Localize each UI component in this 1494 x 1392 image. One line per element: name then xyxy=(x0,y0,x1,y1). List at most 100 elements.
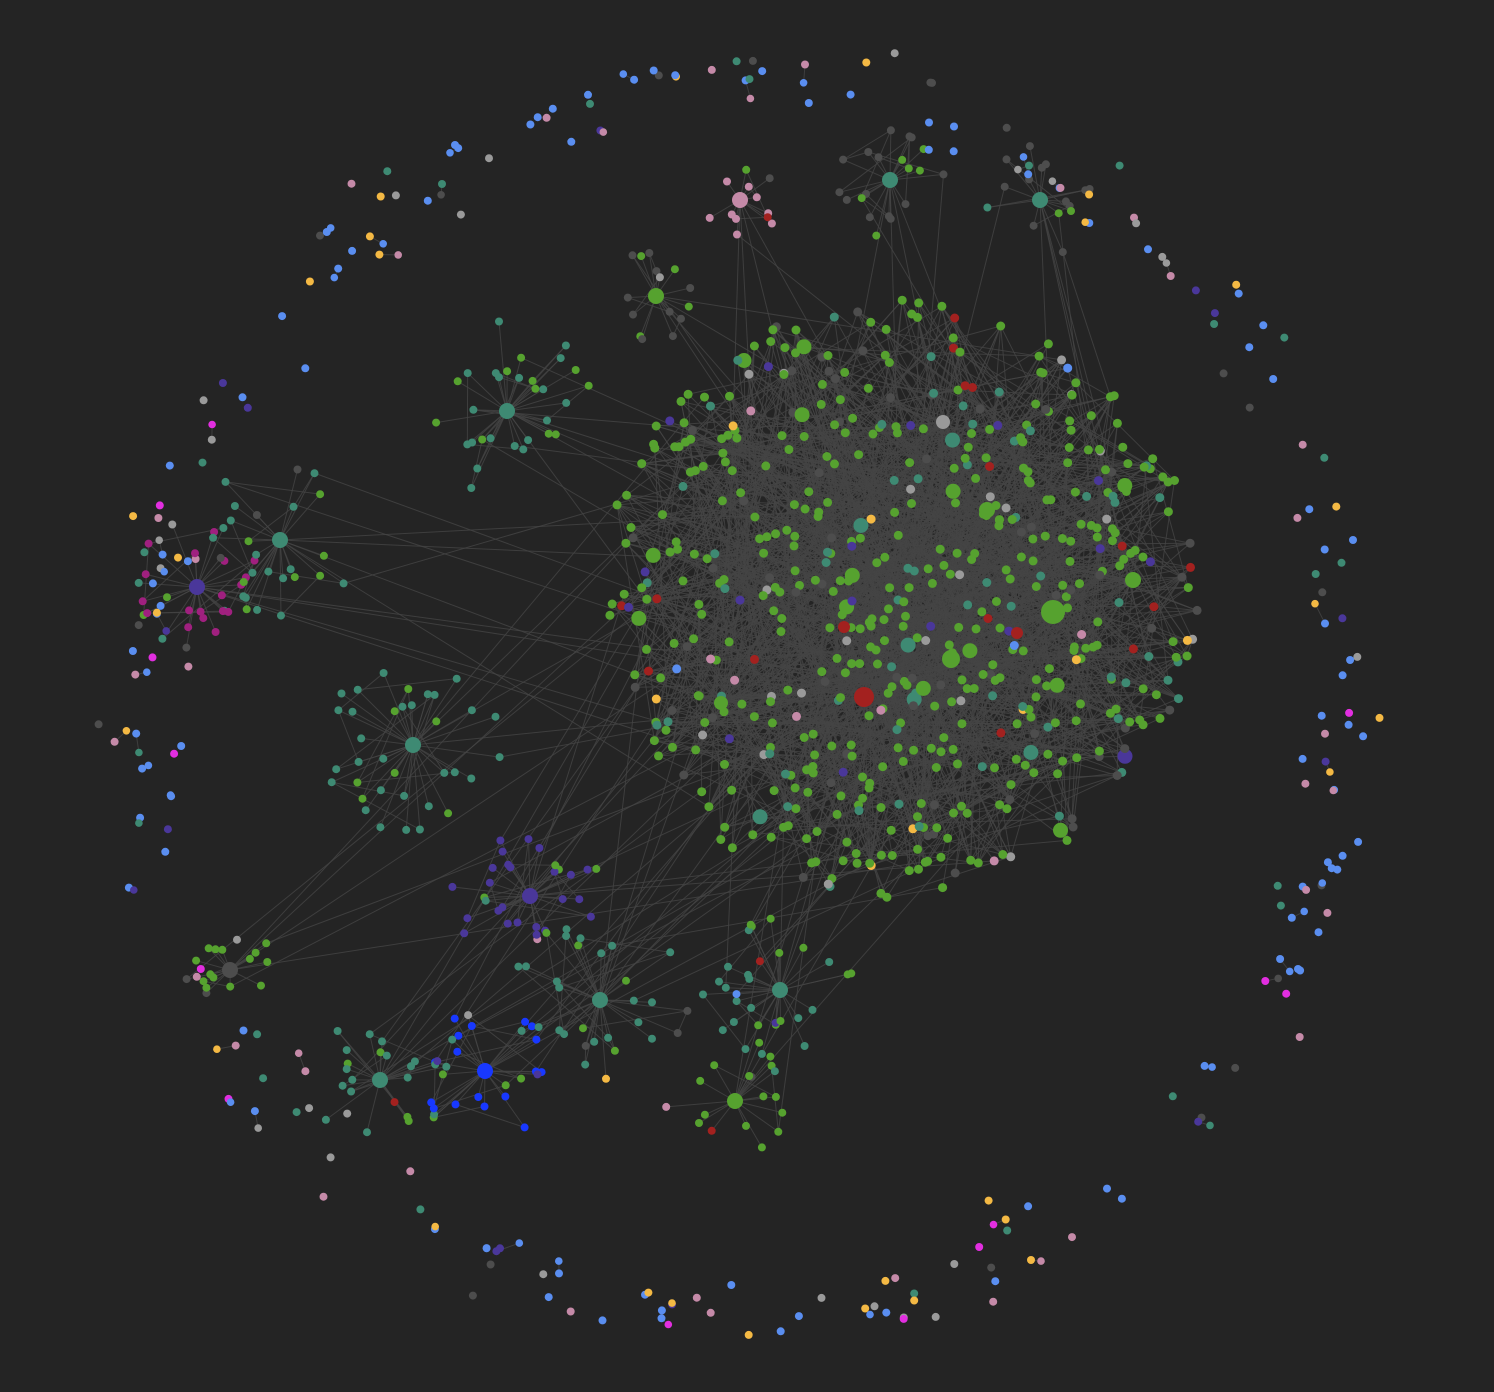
graph-node[interactable] xyxy=(1119,554,1129,564)
graph-node[interactable] xyxy=(526,120,535,129)
graph-node[interactable] xyxy=(767,718,777,728)
graph-node[interactable] xyxy=(1001,503,1011,513)
graph-node[interactable] xyxy=(1276,955,1285,963)
graph-node[interactable] xyxy=(808,762,818,771)
graph-node[interactable] xyxy=(683,1006,692,1015)
graph-node[interactable] xyxy=(865,213,874,222)
graph-node[interactable] xyxy=(1210,320,1219,328)
graph-node[interactable] xyxy=(482,1244,491,1253)
graph-node[interactable] xyxy=(217,591,226,600)
graph-node[interactable] xyxy=(750,654,759,664)
graph-node[interactable] xyxy=(224,607,233,616)
graph-node[interactable] xyxy=(450,1014,459,1023)
graph-node[interactable] xyxy=(847,596,857,606)
graph-node[interactable] xyxy=(163,825,172,834)
graph-node[interactable] xyxy=(510,442,519,450)
graph-node[interactable] xyxy=(1346,656,1355,664)
graph-node[interactable] xyxy=(1095,544,1105,554)
graph-node[interactable] xyxy=(592,992,608,1008)
graph-node[interactable] xyxy=(823,547,832,557)
graph-node[interactable] xyxy=(1155,493,1165,503)
graph-node[interactable] xyxy=(896,718,906,728)
graph-node[interactable] xyxy=(719,575,729,584)
graph-node[interactable] xyxy=(994,387,1004,397)
graph-node[interactable] xyxy=(218,379,227,387)
graph-node[interactable] xyxy=(1115,561,1125,571)
graph-node[interactable] xyxy=(543,416,551,425)
graph-node[interactable] xyxy=(544,1293,553,1302)
graph-node[interactable] xyxy=(763,362,773,372)
graph-node[interactable] xyxy=(467,706,476,715)
graph-node[interactable] xyxy=(945,483,961,499)
graph-node[interactable] xyxy=(720,584,730,594)
graph-node[interactable] xyxy=(354,757,363,766)
graph-node[interactable] xyxy=(1125,572,1141,588)
graph-node[interactable] xyxy=(914,298,924,308)
graph-node[interactable] xyxy=(1031,692,1041,702)
graph-node[interactable] xyxy=(666,948,675,957)
graph-node[interactable] xyxy=(1194,1117,1203,1126)
graph-node[interactable] xyxy=(134,621,143,630)
graph-node[interactable] xyxy=(158,550,167,559)
graph-node[interactable] xyxy=(144,539,153,548)
graph-node[interactable] xyxy=(866,317,876,327)
graph-node[interactable] xyxy=(353,685,362,694)
graph-node[interactable] xyxy=(272,532,288,548)
graph-node[interactable] xyxy=(828,586,838,596)
graph-node[interactable] xyxy=(1050,718,1060,728)
graph-node[interactable] xyxy=(156,601,165,610)
graph-node[interactable] xyxy=(286,565,295,574)
graph-node[interactable] xyxy=(407,701,416,710)
graph-node[interactable] xyxy=(681,437,690,447)
graph-node[interactable] xyxy=(672,664,682,674)
graph-node[interactable] xyxy=(913,844,923,854)
graph-node[interactable] xyxy=(473,464,482,473)
graph-node[interactable] xyxy=(1067,814,1077,824)
graph-node[interactable] xyxy=(755,1038,764,1047)
graph-node[interactable] xyxy=(820,677,830,687)
graph-node[interactable] xyxy=(866,514,876,524)
graph-node[interactable] xyxy=(148,653,157,662)
graph-node[interactable] xyxy=(376,823,385,832)
graph-node[interactable] xyxy=(858,346,868,356)
graph-node[interactable] xyxy=(430,690,439,699)
graph-node[interactable] xyxy=(1042,681,1052,691)
graph-node[interactable] xyxy=(629,996,638,1005)
graph-node[interactable] xyxy=(607,599,617,609)
graph-node[interactable] xyxy=(524,436,533,445)
graph-node[interactable] xyxy=(144,761,153,770)
graph-node[interactable] xyxy=(1058,580,1068,590)
graph-node[interactable] xyxy=(353,778,362,787)
graph-node[interactable] xyxy=(967,429,976,438)
graph-node[interactable] xyxy=(878,762,888,772)
graph-node[interactable] xyxy=(897,295,907,305)
graph-node[interactable] xyxy=(562,398,571,407)
graph-node[interactable] xyxy=(926,743,936,753)
graph-node[interactable] xyxy=(949,808,958,818)
graph-node[interactable] xyxy=(727,1281,736,1289)
graph-node[interactable] xyxy=(619,589,629,599)
graph-node[interactable] xyxy=(1082,491,1092,501)
graph-node[interactable] xyxy=(857,194,866,203)
graph-node[interactable] xyxy=(652,267,661,276)
graph-node[interactable] xyxy=(1174,694,1183,704)
graph-node[interactable] xyxy=(721,983,730,992)
graph-node[interactable] xyxy=(1057,534,1067,543)
graph-node[interactable] xyxy=(1101,465,1110,475)
graph-node[interactable] xyxy=(189,579,205,595)
graph-node[interactable] xyxy=(1065,556,1075,566)
graph-node[interactable] xyxy=(690,466,700,476)
graph-node[interactable] xyxy=(789,541,799,551)
graph-node[interactable] xyxy=(555,1269,563,1278)
graph-node[interactable] xyxy=(908,701,918,711)
graph-node[interactable] xyxy=(602,1074,610,1083)
graph-node[interactable] xyxy=(259,1074,268,1083)
graph-node[interactable] xyxy=(517,353,526,362)
graph-node[interactable] xyxy=(498,847,507,856)
graph-node[interactable] xyxy=(561,341,570,350)
graph-node[interactable] xyxy=(847,969,856,978)
graph-node[interactable] xyxy=(330,273,339,282)
graph-node[interactable] xyxy=(732,990,741,999)
graph-node[interactable] xyxy=(1375,713,1384,722)
graph-node[interactable] xyxy=(239,592,248,601)
